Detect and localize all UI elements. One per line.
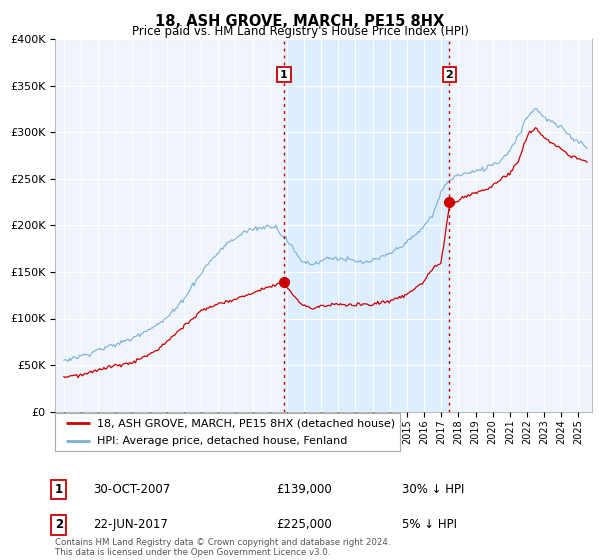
Bar [284, 39, 449, 412]
Text: 2: 2 [55, 518, 63, 531]
Text: 18, ASH GROVE, MARCH, PE15 8HX: 18, ASH GROVE, MARCH, PE15 8HX [155, 14, 445, 29]
Text: £139,000: £139,000 [276, 483, 332, 496]
Text: Price paid vs. HM Land Registry's House Price Index (HPI): Price paid vs. HM Land Registry's House … [131, 25, 469, 38]
Text: 30% ↓ HPI: 30% ↓ HPI [402, 483, 464, 496]
Text: Contains HM Land Registry data © Crown copyright and database right 2024.
This d: Contains HM Land Registry data © Crown c… [55, 538, 391, 557]
Text: 30-OCT-2007: 30-OCT-2007 [93, 483, 170, 496]
Text: HPI: Average price, detached house, Fenland: HPI: Average price, detached house, Fenl… [97, 436, 347, 446]
Text: 5% ↓ HPI: 5% ↓ HPI [402, 518, 457, 531]
Text: 22-JUN-2017: 22-JUN-2017 [93, 518, 168, 531]
Text: 2: 2 [445, 69, 453, 80]
Text: £225,000: £225,000 [276, 518, 332, 531]
Text: 1: 1 [55, 483, 63, 496]
Text: 18, ASH GROVE, MARCH, PE15 8HX (detached house): 18, ASH GROVE, MARCH, PE15 8HX (detached… [97, 418, 395, 428]
Text: 1: 1 [280, 69, 288, 80]
